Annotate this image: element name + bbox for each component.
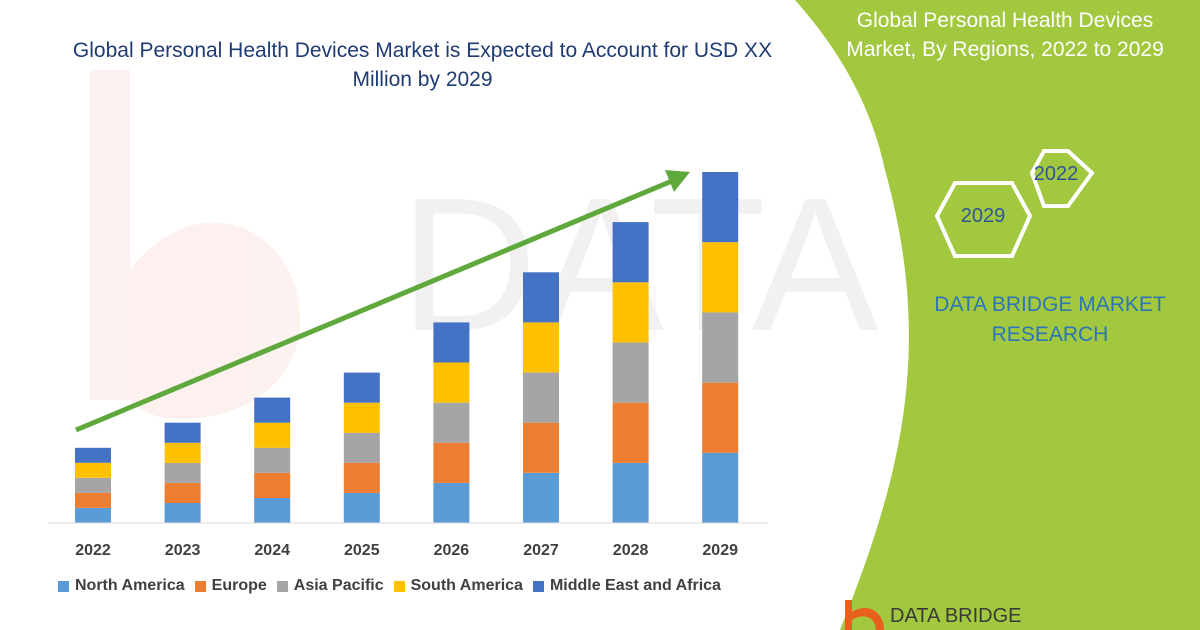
- bar-2025-europe: [343, 462, 380, 493]
- x-tick-label-2023: 2023: [165, 542, 201, 559]
- x-tick-label-2028: 2028: [613, 542, 649, 559]
- brand-text: DATA BRIDGE MARKET RESEARCH: [934, 293, 1166, 346]
- hexagon-2022: [1029, 149, 1095, 208]
- bar-2025-asia-pacific: [343, 432, 380, 463]
- bar-2028-south-america: [612, 282, 649, 343]
- bar-2027-south-america: [523, 322, 559, 373]
- bar-2024-asia-pacific: [254, 447, 291, 473]
- legend-label: Middle East and Africa: [549, 577, 721, 594]
- legend-item-north-america: North America: [58, 577, 185, 595]
- bar-2022-europe: [75, 492, 111, 508]
- footer-logo-icon: [845, 600, 884, 630]
- bar-2023-asia-pacific: [164, 462, 201, 483]
- legend-item-south-america: South America: [393, 577, 523, 595]
- bar-2023-north-america: [164, 502, 201, 523]
- bar-2025-north-america: [343, 492, 380, 523]
- x-tick-label-2029: 2029: [702, 542, 738, 559]
- bar-2026-asia-pacific: [433, 402, 470, 443]
- bar-2026-europe: [433, 442, 470, 483]
- hexagon-2029: [934, 181, 1033, 258]
- trend-arrow: [75, 170, 690, 433]
- side-panel-shape: [795, 0, 1200, 630]
- hex-label-2029: 2029: [960, 205, 1006, 227]
- legend-label: South America: [410, 577, 523, 594]
- bars-group: [75, 172, 739, 523]
- bar-2027-north-america: [523, 472, 559, 523]
- bar-2026-south-america: [433, 362, 470, 403]
- bar-2024-north-america: [254, 497, 291, 523]
- x-tick-label-2022: 2022: [75, 542, 111, 559]
- bar-2024-middle-east-and-africa: [254, 397, 291, 423]
- chart-title: Global Personal Health Devices Market is…: [72, 39, 773, 91]
- bar-2029-north-america: [702, 452, 739, 523]
- legend-swatch: [532, 580, 544, 592]
- bar-2028-europe: [612, 402, 649, 463]
- legend: North America Europe Asia Pacific South Ame…: [58, 577, 721, 595]
- bar-2029-south-america: [702, 242, 739, 313]
- bar-2028-asia-pacific: [612, 342, 649, 403]
- legend-swatch: [58, 580, 69, 592]
- bar-2024-europe: [254, 472, 291, 498]
- legend-label: Europe: [211, 577, 267, 594]
- x-tick-label-2024: 2024: [254, 542, 290, 559]
- bar-2025-middle-east-and-africa: [343, 372, 380, 403]
- x-tick-label-2025: 2025: [344, 542, 380, 559]
- bar-2029-europe: [702, 382, 739, 453]
- bar-2025-south-america: [343, 402, 380, 433]
- bar-2022-asia-pacific: [75, 477, 111, 493]
- bar-2022-middle-east-and-africa: [75, 447, 111, 463]
- bar-2022-north-america: [75, 508, 111, 523]
- side-panel-title: Global Personal Health Devices Market, B…: [846, 9, 1164, 61]
- legend-label: Asia Pacific: [293, 577, 384, 594]
- hex-label-2022: 2022: [1033, 163, 1079, 185]
- bar-2022-south-america: [75, 462, 111, 478]
- x-tick-label-2026: 2026: [434, 542, 470, 559]
- bar-2028-middle-east-and-africa: [612, 222, 649, 283]
- legend-swatch: [194, 580, 206, 592]
- x-ticks-group: 2022 2023 2024 2025 2026 2027 2028 2029: [75, 542, 738, 559]
- bar-2023-middle-east-and-africa: [164, 422, 201, 443]
- footer-brand: DATA BRIDGE: [890, 605, 1022, 627]
- legend-swatch: [393, 580, 405, 592]
- bar-2024-south-america: [254, 422, 291, 448]
- legend-label: North America: [75, 577, 185, 594]
- legend-item-europe: Europe: [194, 577, 267, 595]
- legend-item-asia-pacific: Asia Pacific: [276, 577, 384, 595]
- bar-2026-middle-east-and-africa: [433, 322, 470, 363]
- bar-2027-europe: [523, 422, 559, 473]
- bar-2023-south-america: [164, 442, 201, 463]
- bar-2028-north-america: [612, 462, 649, 523]
- legend-item-middle-east-and-africa: Middle East and Africa: [532, 577, 721, 595]
- bar-2023-europe: [164, 482, 201, 503]
- bar-2026-north-america: [433, 482, 470, 523]
- x-tick-label-2027: 2027: [523, 542, 559, 559]
- bar-2027-asia-pacific: [523, 372, 559, 423]
- bar-2027-middle-east-and-africa: [523, 272, 559, 323]
- legend-swatch: [276, 580, 288, 592]
- bar-2029-middle-east-and-africa: [702, 172, 739, 243]
- bar-2029-asia-pacific: [702, 312, 739, 383]
